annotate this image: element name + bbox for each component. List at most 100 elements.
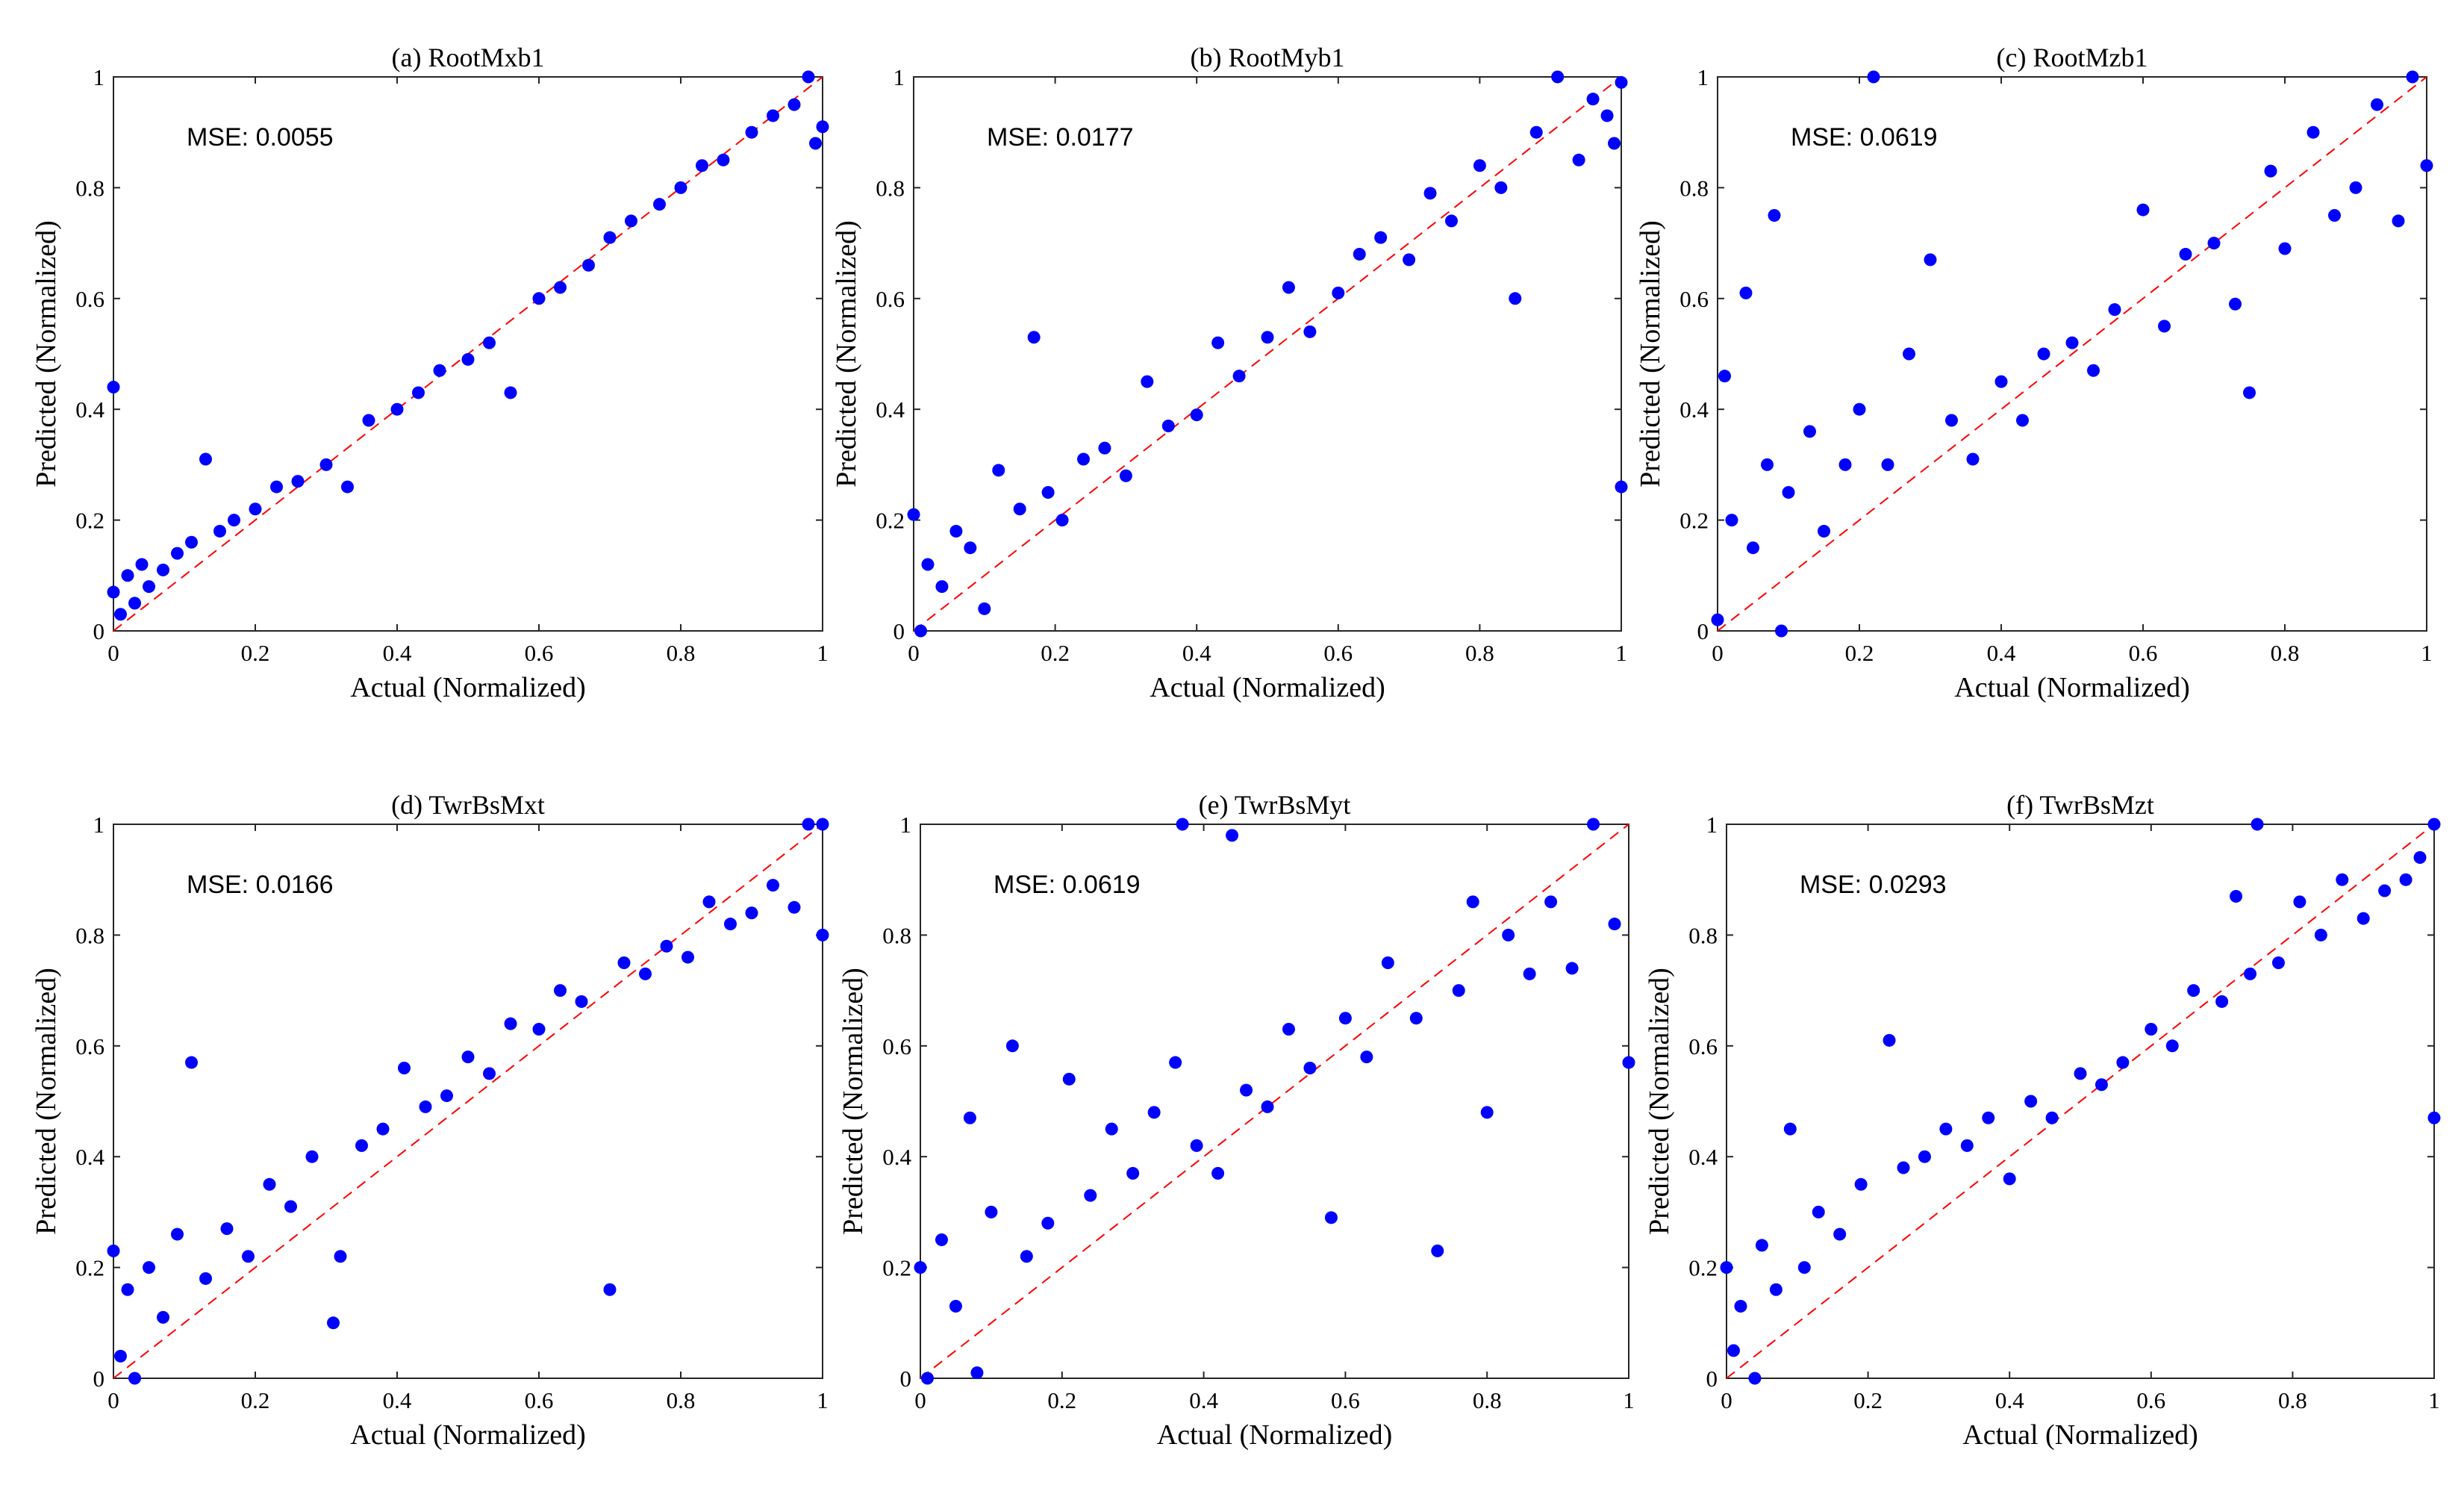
- data-point: [1161, 419, 1175, 432]
- data-point: [2095, 1078, 2108, 1092]
- x-tick-label: 1: [1615, 640, 1627, 666]
- data-point: [1020, 1250, 1033, 1263]
- data-point: [263, 1177, 276, 1191]
- data-point: [1005, 1039, 1019, 1053]
- data-point: [1718, 370, 1731, 383]
- x-tick-label: 0.2: [1041, 640, 1070, 666]
- y-tick-label: 0.8: [882, 922, 911, 948]
- data-point: [554, 984, 567, 997]
- data-point: [1600, 109, 1614, 122]
- x-tick-label: 0.4: [383, 1387, 412, 1413]
- data-point: [2420, 159, 2433, 172]
- y-tick-label: 0.8: [1688, 922, 1718, 948]
- data-point: [1615, 480, 1628, 494]
- data-point: [433, 364, 446, 377]
- data-point: [128, 597, 141, 610]
- y-tick-label: 0.2: [75, 1255, 105, 1281]
- data-point: [107, 381, 120, 394]
- y-tick-label: 0.4: [75, 1144, 105, 1170]
- data-point: [1551, 70, 1565, 84]
- scatter-panel-2: 0 0.2 0.4 0.6 0.8 1 0 0.2 0.4 0.6 0.8 1 (b) RootMyb1…: [831, 43, 1628, 703]
- data-point: [249, 502, 262, 516]
- data-point: [1783, 1122, 1797, 1136]
- x-tick-label: 0: [107, 640, 119, 666]
- data-point: [1041, 1216, 1055, 1230]
- x-tick-label: 0: [107, 1387, 119, 1413]
- data-point: [1725, 514, 1738, 527]
- x-axis-label: Actual (Normalized): [350, 1419, 585, 1451]
- mse-annotation: MSE: 0.0293: [1800, 871, 1947, 899]
- data-point: [398, 1061, 411, 1074]
- reference-line: [113, 824, 823, 1379]
- chart-title: (a) RootMxb1: [392, 43, 545, 72]
- x-tick-label: 0.8: [2271, 640, 2300, 666]
- data-point: [390, 402, 404, 416]
- data-point: [121, 1283, 134, 1296]
- y-tick-label: 1: [93, 64, 105, 90]
- data-point: [1523, 967, 1536, 980]
- y-tick-label: 0.2: [882, 1255, 911, 1281]
- data-point: [1572, 153, 1585, 166]
- data-point: [135, 558, 149, 571]
- data-point: [1126, 1166, 1140, 1180]
- data-point: [1924, 253, 1937, 267]
- data-point: [1782, 486, 1795, 499]
- data-point: [914, 624, 927, 638]
- data-point: [2229, 297, 2242, 311]
- x-tick-label: 1: [1623, 1387, 1635, 1413]
- x-tick-label: 0.6: [1331, 1387, 1360, 1413]
- x-axis-label: Actual (Normalized): [350, 672, 585, 703]
- reference-line: [920, 824, 1629, 1379]
- data-point: [1544, 895, 1558, 909]
- data-point: [575, 995, 588, 1008]
- x-tick-label: 0.2: [241, 640, 270, 666]
- data-point: [1084, 1189, 1097, 1202]
- data-point: [809, 137, 822, 150]
- data-point: [554, 281, 567, 294]
- data-point: [1403, 253, 1416, 267]
- y-tick-label: 0.4: [75, 396, 105, 423]
- x-tick-label: 0.6: [525, 1387, 554, 1413]
- x-tick-label: 0.8: [1465, 640, 1494, 666]
- data-point: [355, 1139, 368, 1152]
- data-point: [419, 1100, 432, 1113]
- data-point: [2158, 320, 2171, 333]
- chart-title: (e) TwrBsMyt: [1199, 790, 1351, 820]
- x-tick-label: 1: [817, 640, 829, 666]
- data-point: [674, 181, 687, 194]
- data-point: [1098, 441, 1111, 455]
- y-tick-label: 0: [93, 618, 105, 644]
- data-point: [171, 1227, 184, 1241]
- reference-line: [1717, 76, 2427, 632]
- data-point: [128, 1372, 141, 1385]
- y-tick-label: 1: [1697, 64, 1709, 90]
- data-point: [2336, 873, 2349, 886]
- x-axis-label: Actual (Normalized): [1954, 672, 2189, 703]
- data-point: [199, 452, 212, 466]
- y-tick-label: 1: [893, 64, 905, 90]
- data-point: [696, 159, 708, 172]
- y-axis-label: Predicted (Normalized): [31, 220, 62, 488]
- scatter-panel-1: 0 0.2 0.4 0.6 0.8 1 0 0.2 0.4 0.6 0.8 1 (a) RootMxb1…: [31, 43, 829, 703]
- data-point: [440, 1089, 453, 1103]
- data-point: [949, 1300, 962, 1313]
- data-point: [2251, 818, 2264, 831]
- data-point: [1431, 1244, 1444, 1257]
- data-point: [1452, 984, 1465, 997]
- y-tick-label: 0.4: [1679, 396, 1709, 423]
- data-point: [2278, 242, 2292, 255]
- data-point: [1769, 1283, 1782, 1296]
- data-point: [1966, 452, 1980, 466]
- data-point: [1502, 928, 1515, 941]
- x-tick-label: 0.8: [667, 640, 696, 666]
- data-point: [1141, 375, 1154, 388]
- data-point: [2399, 873, 2412, 886]
- x-tick-label: 0.2: [1845, 640, 1874, 666]
- data-point: [992, 464, 1005, 477]
- x-tick-label: 0: [1712, 640, 1724, 666]
- data-point: [157, 563, 169, 576]
- data-point: [2003, 1172, 2016, 1186]
- data-point: [341, 480, 354, 494]
- x-tick-label: 0.6: [1323, 640, 1353, 666]
- data-point: [2413, 851, 2427, 865]
